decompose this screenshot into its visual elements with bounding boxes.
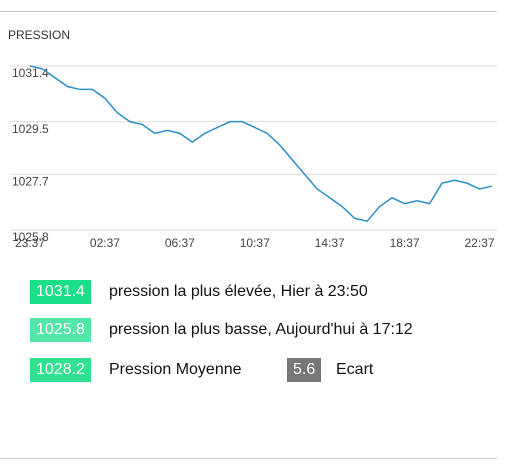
y-tick-label: 1031.4 (12, 66, 49, 80)
stat-value: 1028.2 (30, 358, 91, 382)
stat-label: Pression Moyenne (109, 361, 242, 378)
x-tick-label: 10:37 (240, 236, 270, 250)
top-rule (0, 11, 497, 12)
stat-value: 1025.8 (30, 318, 91, 342)
y-tick-label: 1029.5 (12, 122, 49, 136)
chart: PRESSION 1025.8 1027.7 1029.5 1031.4 23:37 02… (8, 28, 497, 250)
y-tick-label: 1027.7 (12, 175, 49, 189)
x-tick-label: 14:37 (315, 236, 345, 250)
stat-label: pression la plus basse, Aujourd'hui à 17… (109, 321, 413, 338)
x-tick-label: 23:37 (15, 236, 45, 250)
stat-label: Ecart (336, 361, 374, 378)
y-tick-label: 1025.8 (12, 230, 49, 244)
bottom-rule (0, 458, 497, 459)
stat-value: 1031.4 (30, 280, 91, 304)
x-tick-label: 02:37 (90, 236, 120, 250)
x-tick-label: 22:37 (464, 236, 494, 250)
line (29, 65, 493, 223)
stat-value: 5.6 (287, 358, 322, 382)
x-tick-label: 06:37 (165, 236, 195, 250)
x-tick-label: 18:37 (390, 236, 420, 250)
stat-label: pression la plus élevée, Hier à 23:50 (109, 283, 368, 300)
chart-title: PRESSION (8, 28, 70, 42)
